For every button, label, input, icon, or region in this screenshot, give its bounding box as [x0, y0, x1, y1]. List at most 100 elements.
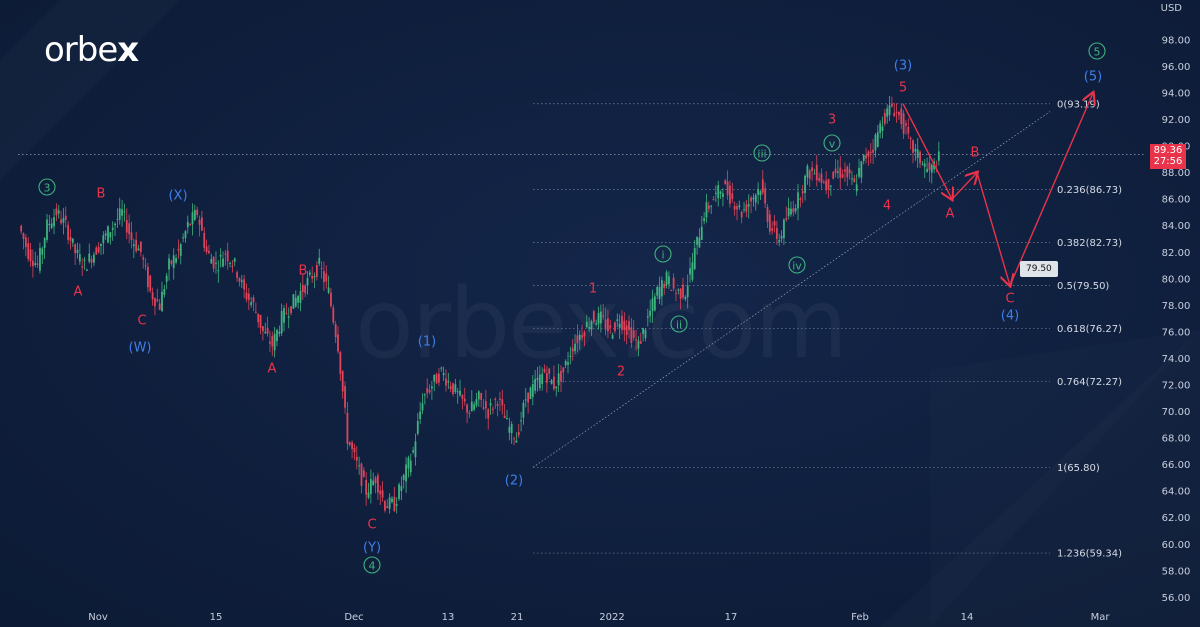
candle-body	[752, 197, 755, 200]
candle-body	[515, 440, 518, 443]
candle-body	[151, 292, 154, 300]
candle-body	[346, 412, 349, 444]
candle-body	[435, 374, 438, 384]
candle-body	[517, 431, 520, 436]
target-price-flag: 79.50	[1020, 261, 1058, 278]
candle-body	[757, 188, 760, 195]
candle-body	[675, 292, 677, 294]
candle-body	[581, 335, 583, 338]
candle-body	[111, 227, 114, 231]
candle-body	[193, 209, 196, 220]
candle-body	[297, 295, 300, 303]
candle-body	[440, 367, 443, 369]
candle-body	[254, 311, 257, 313]
candle-body	[355, 456, 358, 461]
candle-body	[637, 340, 640, 349]
candle-body	[714, 192, 717, 194]
candle-body	[527, 392, 530, 403]
logo-x-mark: x	[117, 30, 139, 70]
candle-body	[388, 497, 391, 509]
candle-body	[407, 457, 410, 469]
candle-body	[874, 134, 877, 151]
candle-body	[844, 169, 846, 172]
wave-label: B	[299, 264, 308, 279]
candle-body	[318, 257, 321, 264]
candle-body	[219, 254, 222, 257]
candle-body	[463, 398, 466, 402]
candle-body	[379, 490, 382, 495]
candle-body	[616, 319, 619, 322]
candle-body	[937, 151, 940, 161]
candle-body	[22, 233, 25, 239]
candle-body	[862, 154, 865, 161]
candle-body	[97, 246, 100, 253]
y-tick-label: 60.00	[1162, 540, 1191, 551]
candle-body	[722, 193, 724, 197]
candle-body	[679, 288, 682, 299]
candle-body	[445, 378, 447, 386]
candle-body	[912, 140, 914, 153]
candle-body	[53, 217, 55, 227]
candle-body	[766, 207, 769, 222]
wave-label: (1)	[418, 335, 436, 350]
candle-body	[750, 197, 752, 202]
y-tick-label: 70.00	[1162, 407, 1191, 418]
y-tick-label: 78.00	[1162, 301, 1191, 312]
wave-label: 5	[1094, 46, 1101, 59]
candle-body	[135, 239, 138, 252]
candle-body	[576, 335, 579, 344]
candle-body	[797, 192, 799, 209]
candle-body	[583, 332, 586, 337]
x-tick-label: Mar	[1091, 612, 1111, 623]
wave-label: (W)	[129, 341, 152, 356]
y-tick-label: 80.00	[1162, 274, 1191, 285]
candle-body	[496, 404, 499, 406]
candle-body	[88, 253, 91, 262]
candle-body	[222, 258, 224, 267]
candle-body	[785, 218, 788, 220]
y-tick-label: 56.00	[1162, 593, 1191, 604]
candle-body	[879, 123, 882, 133]
candle-body	[811, 167, 813, 172]
candle-body	[191, 212, 194, 225]
candle-body	[405, 464, 407, 482]
candle-body	[118, 208, 121, 220]
candle-body	[522, 402, 525, 418]
wave-label: ii	[676, 319, 682, 332]
candle-body	[200, 217, 203, 231]
x-tick-label: Feb	[851, 612, 869, 623]
candle-body	[710, 205, 713, 207]
candle-body	[428, 389, 431, 393]
candle-body	[900, 108, 903, 125]
candle-body	[848, 169, 851, 174]
candle-body	[170, 260, 173, 264]
wave-label: 4	[369, 560, 376, 573]
candle-body	[351, 442, 353, 449]
candle-body	[301, 284, 304, 292]
candle-body	[656, 287, 659, 296]
candle-body	[475, 399, 478, 406]
candle-body	[898, 111, 900, 116]
candle-body	[740, 211, 743, 218]
candle-body	[597, 312, 600, 324]
candle-body	[43, 238, 46, 249]
candle-body	[808, 170, 811, 179]
candle-body	[578, 334, 581, 341]
candle-body	[562, 367, 565, 373]
candle-body	[806, 165, 809, 178]
candle-body	[705, 202, 708, 218]
candle-body	[64, 215, 67, 220]
y-tick-label: 84.00	[1162, 221, 1191, 232]
candle-body	[365, 480, 368, 495]
candle-body	[177, 248, 180, 251]
candle-body	[269, 341, 271, 344]
candle-body	[853, 178, 856, 183]
candle-body	[609, 325, 612, 328]
candle-body	[271, 336, 274, 347]
candle-body	[649, 310, 652, 317]
candle-body	[909, 137, 912, 140]
candle-body	[104, 233, 107, 236]
candle-body	[83, 259, 86, 261]
candle-body	[470, 401, 473, 412]
y-tick-label: 98.00	[1162, 35, 1191, 46]
